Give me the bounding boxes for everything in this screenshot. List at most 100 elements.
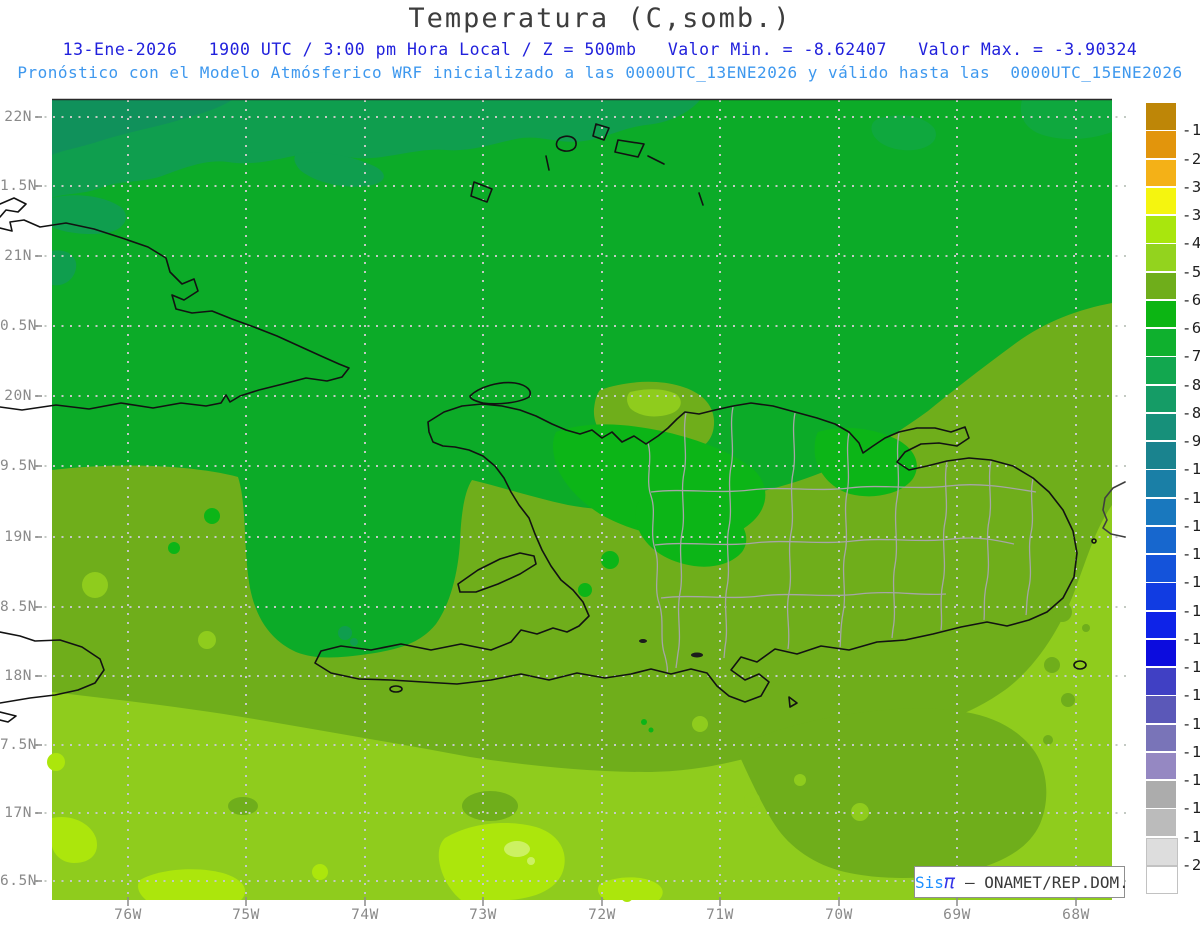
- page-title: Temperatura (C,somb.): [408, 3, 792, 34]
- coast-tortuga-island: [469, 381, 531, 405]
- field-light-spots: [82, 572, 708, 732]
- lat-label: 8.5N: [0, 599, 37, 615]
- colorbar-label: -18.6: [1182, 799, 1200, 818]
- field-teal-lobe: [294, 152, 384, 187]
- coast-beata-island: [788, 696, 798, 708]
- field-bright-specks: [168, 508, 654, 733]
- colorbar-segment: [1146, 300, 1176, 328]
- attribution-box: Sisπ — ONAMET/REP.DOM.: [914, 866, 1129, 898]
- coastlines: [0, 123, 1126, 723]
- colorbar-label: -16.5: [1182, 714, 1200, 733]
- colorbar-label: -20: [1182, 855, 1200, 874]
- colorbar-segment: [1146, 244, 1176, 271]
- lon-label: 69W: [943, 907, 971, 923]
- field-teal-dark-corner: [52, 100, 232, 155]
- colorbar-segment: [1146, 187, 1176, 215]
- field-teal-patch-ne2: [1020, 100, 1112, 140]
- coast-jamaica: [0, 631, 105, 723]
- colorbar-label: -3.2: [1182, 177, 1200, 196]
- colorbar-segment: [1146, 865, 1178, 895]
- colorbar-label: -4.6: [1182, 234, 1200, 253]
- colorbar-segment: [1146, 103, 1176, 130]
- coast-hispaniola: [314, 402, 1078, 703]
- colorbar-label: -17.2: [1182, 742, 1200, 761]
- axis-ticks: [35, 116, 1077, 906]
- lon-label: 74W: [351, 907, 379, 923]
- colorbar-label: -12.3: [1182, 545, 1200, 563]
- colorbar-segment: [1146, 752, 1176, 780]
- field-teal-patch-ne1: [871, 115, 936, 151]
- subtitle-validtime: 13-Ene-2026 1900 UTC / 3:00 pm Hora Loca…: [62, 40, 1138, 59]
- colorbar-label: -17.9: [1182, 771, 1200, 789]
- lat-label: 20N: [4, 388, 32, 404]
- coast-saona-island: [1073, 660, 1087, 670]
- field-light-spots-in-tongue: [744, 774, 869, 821]
- lat-label: 18N: [4, 668, 32, 684]
- attribution-org: ONAMET/REP.DOM.: [984, 873, 1129, 892]
- attribution-pi-logo: π: [943, 871, 956, 893]
- field-teal-band: [52, 100, 700, 198]
- colorbar-segment: [1146, 442, 1176, 469]
- lake-enriquillo: [691, 652, 703, 658]
- field-pale-spots: [504, 841, 535, 865]
- field-olive-spots: [228, 602, 1090, 821]
- colorbar-segment: [1146, 837, 1178, 866]
- lake-azuei: [639, 639, 647, 643]
- colorbar-label: -2.5: [1182, 149, 1200, 168]
- colorbar-label: -11.6: [1182, 516, 1200, 535]
- coast-turks-caicos-1: [592, 123, 610, 141]
- colorbar-segment: [1146, 357, 1176, 384]
- field-teal-patch2: [52, 250, 77, 286]
- colorbar-segment: [1146, 696, 1176, 723]
- coast-puerto-rico: [1102, 481, 1126, 538]
- field-teal-specks: [338, 626, 358, 646]
- colorbar-label: -9.5: [1182, 432, 1200, 450]
- coast-cuba: [0, 197, 350, 411]
- lat-label: 9.5N: [0, 458, 37, 474]
- field-olive-tongue: [736, 708, 1047, 878]
- field-bright-cordillera: [635, 497, 747, 567]
- colorbar-label: -19.3: [1182, 827, 1200, 846]
- colorbar-label: -14.4: [1182, 629, 1200, 648]
- lat-label: 6.5N: [0, 873, 37, 889]
- lon-label: 71W: [706, 907, 734, 923]
- colorbar-segment: [1146, 329, 1176, 356]
- colorbar-segment: [1146, 131, 1176, 158]
- lat-label: 7.5N: [0, 737, 37, 753]
- graticule: [36, 100, 1126, 900]
- lon-label: 68W: [1062, 907, 1090, 923]
- colorbar-segment: [1146, 272, 1176, 299]
- colorbar-segment: [1146, 555, 1176, 582]
- attribution-separator: —: [955, 873, 985, 892]
- lat-label: 1.5N: [0, 178, 37, 194]
- colorbar-segment: [1146, 639, 1176, 667]
- colorbar-label: -10.9: [1182, 488, 1200, 507]
- subtitle-model-info: Pronóstico con el Modelo Atmósferico WRF…: [17, 63, 1183, 82]
- lat-label: 19N: [4, 529, 32, 545]
- lat-label: 21N: [4, 248, 32, 264]
- lon-label: 76W: [114, 907, 142, 923]
- coast-ile-a-vache: [389, 685, 403, 693]
- lon-label: 72W: [588, 907, 616, 923]
- coast-turks-caicos-2: [614, 139, 645, 158]
- colorbar-segment: [1146, 498, 1176, 525]
- lon-label: 73W: [469, 907, 497, 923]
- colorbar-label: -10.2: [1182, 460, 1200, 479]
- colorbar-segment: [1146, 668, 1176, 695]
- colorbar-label: -6: [1182, 290, 1200, 309]
- coast-small-cay-1: [545, 155, 550, 171]
- coast-great-inagua: [470, 181, 493, 203]
- colorbar-label: -1.8: [1182, 121, 1200, 140]
- coast-mona-islet: [1091, 538, 1097, 544]
- lat-label: 17N: [4, 805, 32, 821]
- coast-gonave-island: [457, 552, 537, 593]
- colorbar-segment: [1146, 724, 1176, 751]
- colorbar-segment: [1146, 583, 1176, 610]
- colorbar-label: -6.7: [1182, 319, 1200, 337]
- coast-turks-caicos-3: [647, 155, 665, 165]
- colorbar-segment: [1146, 470, 1176, 497]
- colorbar-segment: [1146, 809, 1176, 836]
- colorbar-label: -7.4: [1182, 347, 1200, 366]
- colorbar-segment: [1146, 781, 1176, 808]
